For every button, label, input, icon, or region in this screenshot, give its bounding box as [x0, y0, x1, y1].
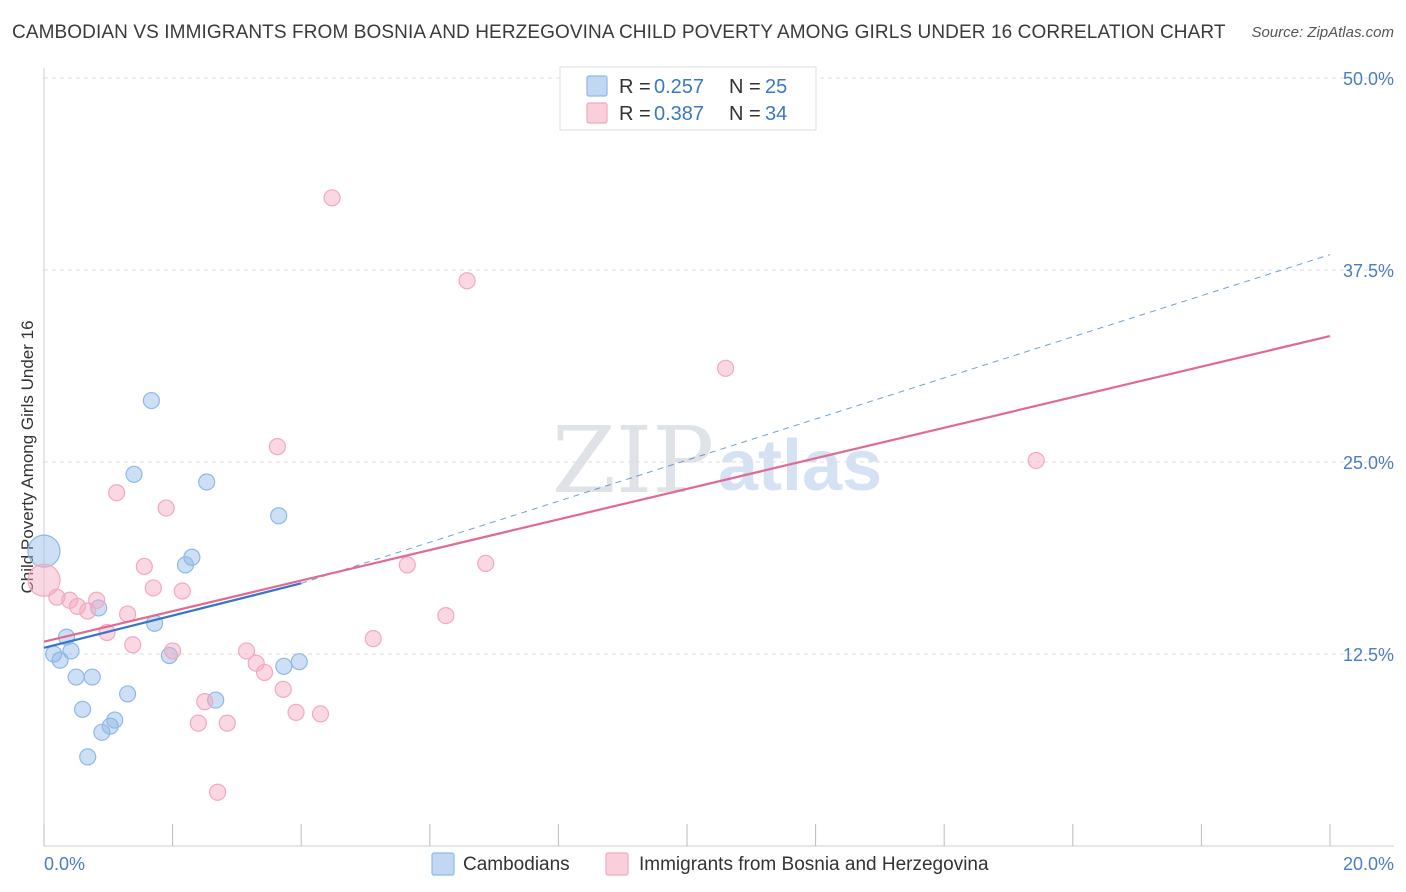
- point-cambodians: [125, 465, 143, 483]
- point-bosnia: [173, 582, 191, 600]
- data-points: [27, 189, 1045, 801]
- watermark-atlas: atlas: [718, 426, 882, 506]
- trend-lines: [43, 254, 1331, 649]
- legend-r-value-cambodians: 0.257: [654, 76, 704, 98]
- point-bosnia: [477, 554, 495, 572]
- series-legend: Cambodians Immigrants from Bosnia and He…: [431, 852, 989, 876]
- stats-legend: R = 0.257 N = 25 R = 0.387 N = 34: [559, 66, 817, 131]
- point-bosnia: [287, 703, 305, 721]
- point-bosnia: [88, 591, 106, 609]
- series-legend-swatch-bosnia: [605, 852, 629, 876]
- legend-n-value-cambodians: 25: [765, 76, 787, 98]
- point-cambodians: [27, 534, 61, 568]
- point-bosnia: [716, 359, 735, 377]
- point-cambodians: [51, 651, 69, 669]
- point-bosnia: [268, 438, 287, 456]
- point-bosnia: [458, 272, 476, 290]
- point-bosnia: [135, 557, 153, 576]
- point-cambodians: [183, 548, 201, 566]
- legend-n-label-bosnia: N =: [729, 103, 761, 125]
- point-cambodians: [290, 653, 308, 671]
- chart-title: CAMBODIAN VS IMMIGRANTS FROM BOSNIA AND …: [12, 22, 1226, 43]
- point-cambodians: [79, 748, 97, 766]
- point-bosnia: [108, 484, 126, 502]
- y-tick-label: 25.0%: [1343, 453, 1394, 473]
- point-bosnia: [437, 606, 455, 625]
- point-bosnia: [196, 693, 214, 711]
- point-cambodians: [198, 473, 216, 491]
- point-cambodians: [275, 657, 293, 675]
- x-tick-label-min: 0.0%: [44, 854, 85, 874]
- watermark-zip: ZIP: [552, 407, 714, 514]
- point-cambodians: [160, 646, 178, 665]
- point-bosnia: [364, 630, 382, 648]
- legend-r-label-bosnia: R =: [619, 103, 651, 125]
- y-tick-labels: 12.5% 25.0% 37.5% 50.0%: [1343, 69, 1394, 665]
- point-bosnia: [311, 705, 330, 723]
- point-bosnia: [157, 499, 175, 517]
- x-ticks: [43, 824, 1331, 846]
- legend-swatch-cambodians: [586, 75, 608, 97]
- source-credit: Source: ZipAtlas.com: [1251, 24, 1394, 41]
- y-tick-label: 50.0%: [1343, 69, 1394, 89]
- point-bosnia: [124, 636, 142, 654]
- trend-line-dashed-cambodians: [301, 254, 1331, 584]
- legend-r-label-cambodians: R =: [619, 76, 651, 98]
- x-tick-label-max: 20.0%: [1343, 854, 1394, 874]
- point-bosnia: [27, 563, 61, 597]
- point-bosnia: [164, 642, 182, 660]
- series-legend-label-bosnia: Immigrants from Bosnia and Herzegovina: [639, 854, 989, 875]
- point-bosnia: [1027, 451, 1045, 470]
- point-bosnia: [209, 783, 227, 801]
- point-bosnia: [68, 597, 87, 615]
- series-legend-swatch-cambodians: [431, 852, 455, 876]
- point-cambodians: [142, 391, 160, 410]
- point-bosnia: [398, 556, 416, 574]
- series-legend-label-cambodians: Cambodians: [463, 854, 570, 875]
- trend-line-cambodians: [43, 582, 302, 649]
- point-bosnia: [255, 663, 274, 682]
- point-cambodians: [62, 642, 80, 660]
- point-bosnia: [189, 714, 207, 732]
- y-tick-label: 37.5%: [1343, 261, 1394, 281]
- point-cambodians: [207, 691, 225, 709]
- point-cambodians: [106, 711, 124, 729]
- point-bosnia: [274, 680, 292, 698]
- axes: [43, 68, 1394, 847]
- point-cambodians: [67, 668, 85, 686]
- point-bosnia: [48, 588, 66, 606]
- point-bosnia: [218, 714, 236, 732]
- legend-n-label-cambodians: N =: [729, 76, 761, 98]
- legend-swatch-bosnia: [586, 102, 608, 124]
- legend-n-value-bosnia: 34: [765, 103, 787, 125]
- point-cambodians: [118, 685, 137, 703]
- point-cambodians: [83, 668, 101, 686]
- y-tick-label: 12.5%: [1343, 645, 1394, 665]
- point-bosnia: [144, 579, 162, 597]
- point-cambodians: [73, 700, 92, 718]
- point-cambodians: [270, 507, 288, 525]
- legend-r-value-bosnia: 0.387: [654, 103, 704, 125]
- point-bosnia: [323, 189, 341, 207]
- point-bosnia: [237, 642, 256, 660]
- trend-line-bosnia: [43, 334, 1331, 643]
